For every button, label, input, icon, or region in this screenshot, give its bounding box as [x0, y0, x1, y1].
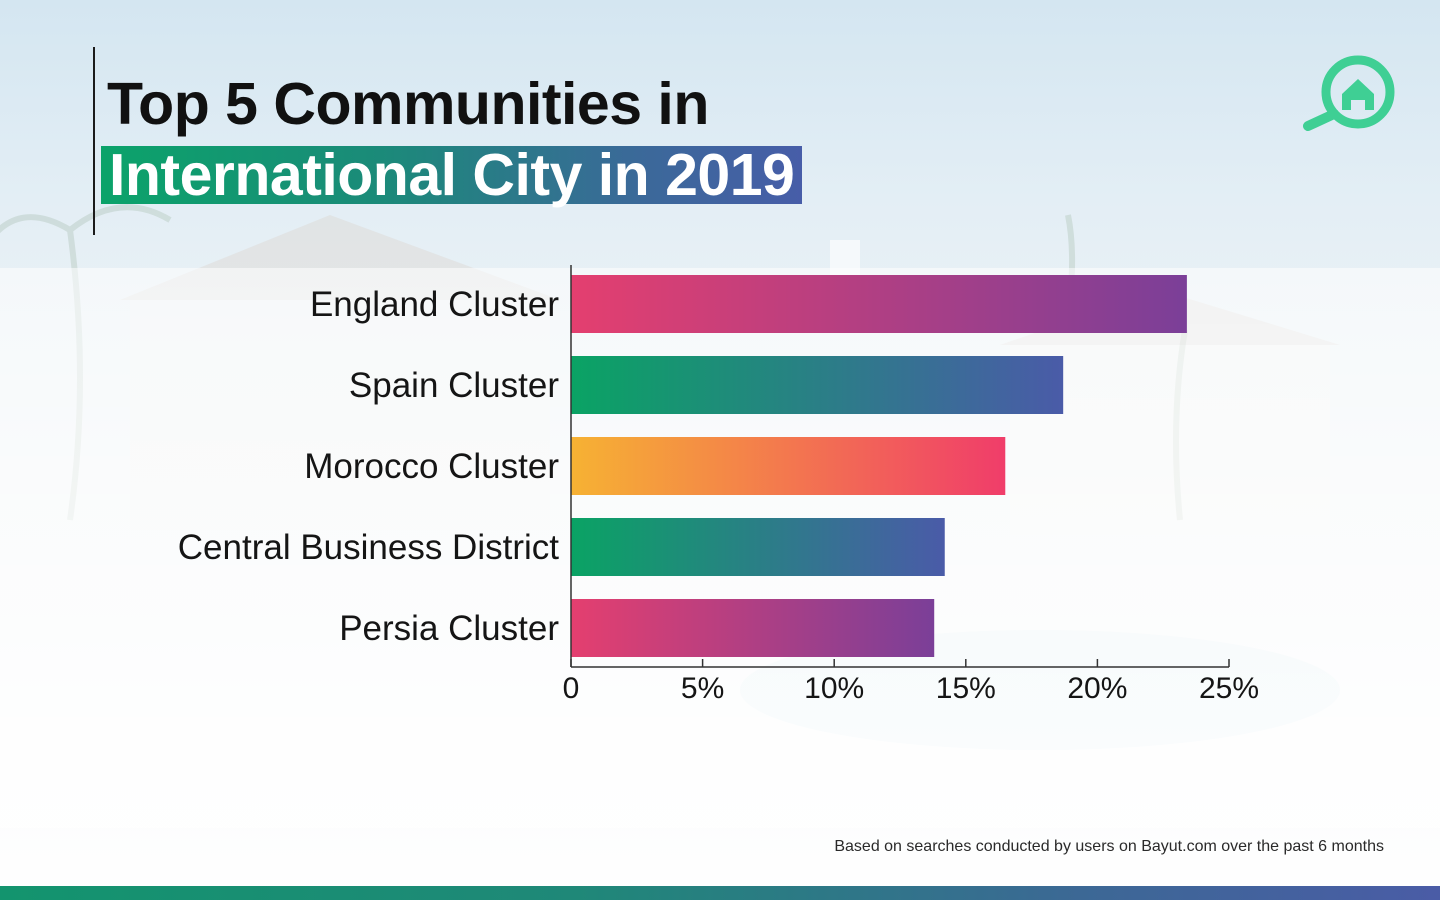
title-accent-rule	[93, 47, 95, 235]
x-tick-label: 15%	[936, 672, 996, 705]
x-tick-label: 10%	[804, 672, 864, 705]
bar-central-business-district	[571, 518, 945, 576]
bar-persia-cluster	[571, 599, 935, 657]
bar-spain-cluster	[571, 356, 1064, 414]
bottom-accent-bar	[0, 886, 1440, 900]
bar-england-cluster	[571, 275, 1187, 333]
category-label: Persia Cluster	[339, 609, 559, 648]
chart-title-line1: Top 5 Communities in	[107, 71, 709, 137]
x-tick-label: 5%	[681, 672, 724, 705]
category-label: England Cluster	[310, 285, 559, 324]
x-tick-label: 0	[563, 672, 580, 705]
x-tick-label: 25%	[1199, 672, 1259, 705]
category-label: Morocco Cluster	[304, 447, 559, 486]
x-tick-label: 20%	[1067, 672, 1127, 705]
bar-morocco-cluster	[571, 437, 1006, 495]
category-label: Spain Cluster	[349, 366, 559, 405]
chart-title-line2: International City in 2019	[101, 146, 803, 205]
source-footnote: Based on searches conducted by users on …	[834, 838, 1384, 855]
house-magnifier-icon	[1303, 55, 1395, 131]
category-label: Central Business District	[178, 528, 559, 567]
